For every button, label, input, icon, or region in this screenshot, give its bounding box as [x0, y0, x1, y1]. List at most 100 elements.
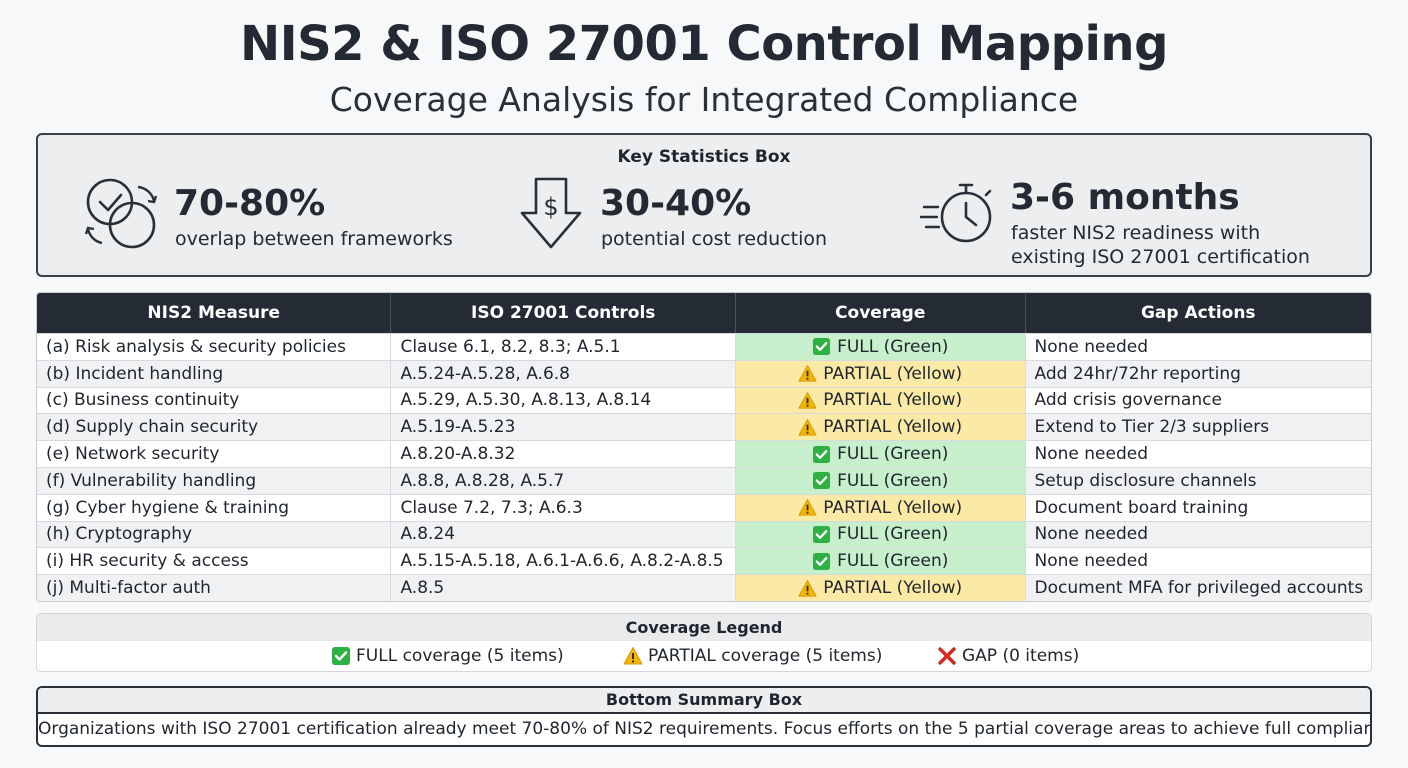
check-icon: [813, 552, 831, 570]
cell-iso-controls: A.5.15-A.5.18, A.6.1-A.6.6, A.8.2-A.8.5: [391, 548, 736, 575]
column-header-coverage: Coverage: [736, 293, 1026, 333]
fast-stopwatch-icon: [920, 183, 992, 243]
coverage-label: FULL (Green): [837, 444, 949, 465]
overlap-circles-icon: [84, 178, 158, 249]
check-icon: [813, 525, 831, 544]
stat-cost-desc: potential cost reduction: [601, 228, 828, 250]
stat-overlap-value: 70-80%: [174, 183, 326, 224]
legend-full: FULL coverage (5 items): [331, 646, 564, 666]
key-statistics-box: Key Statistics Box 70-80% overlap betwee…: [36, 133, 1372, 277]
coverage-label: PARTIAL (Yellow): [823, 363, 963, 384]
cell-gap-action: Add crisis governance: [1025, 387, 1371, 414]
cell-nis2-measure: (a) Risk analysis & security policies: [37, 334, 392, 360]
cell-iso-controls: A.8.24: [391, 521, 736, 548]
cell-gap-action: Add 24hr/72hr reporting: [1025, 360, 1371, 387]
coverage-label: PARTIAL (Yellow): [823, 497, 963, 518]
table-row: (e) Network security A.8.20-A.8.32 FULL (G…: [37, 440, 1371, 467]
table-row: (h) Cryptography A.8.24 FULL (Green) None n…: [37, 520, 1371, 548]
table-row: (b) Incident handling A.5.24-A.5.28, A.6.…: [37, 359, 1371, 387]
coverage-label: PARTIAL (Yellow): [823, 417, 963, 438]
stat-readiness: 3-6 months faster NIS2 readiness with ex…: [920, 175, 1360, 271]
table-header-row: NIS2 Measure ISO 27001 Controls Coverage…: [37, 293, 1371, 333]
warning-icon: [798, 365, 817, 382]
legend-partial: PARTIAL coverage (5 items): [623, 646, 882, 666]
cell-gap-action: None needed: [1025, 334, 1371, 360]
cell-gap-action: None needed: [1025, 521, 1371, 548]
cell-gap-action: Setup disclosure channels: [1025, 467, 1371, 494]
cell-iso-controls: A.8.8, A.8.28, A.5.7: [391, 467, 736, 494]
coverage-legend: Coverage Legend FULL coverage (5 items) …: [36, 613, 1372, 672]
cell-nis2-measure: (c) Business continuity: [37, 387, 392, 414]
legend-gap: GAP (0 items): [937, 646, 1079, 666]
table-row: (i) HR security & access A.5.15-A.5.18, A…: [37, 547, 1371, 575]
cell-nis2-measure: (i) HR security & access: [37, 548, 392, 575]
warning-icon: [798, 418, 817, 436]
cell-nis2-measure: (f) Vulnerability handling: [37, 467, 392, 494]
control-mapping-table: NIS2 Measure ISO 27001 Controls Coverage…: [36, 292, 1372, 602]
cell-iso-controls: A.8.5: [391, 575, 736, 601]
check-icon: [332, 647, 350, 665]
cell-nis2-measure: (e) Network security: [37, 441, 392, 467]
dollar-down-arrow-icon: $: [520, 177, 582, 249]
column-header-nis2-measure: NIS2 Measure: [37, 293, 392, 333]
cell-iso-controls: Clause 6.1, 8.2, 8.3; A.5.1: [391, 334, 736, 360]
stat-readiness-value: 3-6 months: [1010, 177, 1240, 218]
coverage-label: PARTIAL (Yellow): [823, 390, 963, 411]
cell-coverage: PARTIAL (Yellow): [735, 414, 1026, 441]
cell-gap-action: Document MFA for privileged accounts: [1025, 575, 1371, 601]
cell-coverage: PARTIAL (Yellow): [735, 494, 1026, 521]
bottom-summary-box: Bottom Summary Box Organizations with IS…: [36, 686, 1372, 747]
warning-icon: [798, 499, 817, 516]
column-header-gap-actions: Gap Actions: [1140, 303, 1256, 323]
check-icon: [813, 472, 831, 490]
cross-icon: [938, 647, 956, 665]
cell-iso-controls: A.5.29, A.5.30, A.8.13, A.8.14: [391, 387, 736, 414]
cell-iso-controls: A.8.20-A.8.32: [391, 441, 736, 467]
legend-partial-label: PARTIAL coverage (5 items): [648, 646, 883, 666]
coverage-legend-heading: Coverage Legend: [37, 614, 1371, 641]
table-body: (a) Risk analysis & security policies Cla…: [37, 333, 1371, 601]
legend-full-label: FULL coverage (5 items): [356, 646, 564, 666]
cell-coverage: FULL (Green): [735, 548, 1026, 575]
stat-overlap-desc: overlap between frameworks: [175, 228, 453, 250]
page-subtitle: Coverage Analysis for Integrated Complia…: [329, 80, 1079, 119]
table-row: (j) Multi-factor auth A.8.5 PARTIAL (Yello…: [37, 574, 1371, 601]
table-row: (a) Risk analysis & security policies Cla…: [37, 333, 1371, 360]
stat-cost-value: 30-40%: [600, 183, 752, 224]
cell-iso-controls: A.5.24-A.5.28, A.6.8: [391, 360, 736, 387]
cell-coverage: FULL (Green): [735, 334, 1026, 360]
cell-coverage: FULL (Green): [735, 467, 1026, 494]
key-statistics-heading: Key Statistics Box: [617, 147, 791, 167]
cell-gap-action: Document board training: [1025, 494, 1371, 521]
cell-coverage: FULL (Green): [735, 441, 1026, 467]
coverage-label: FULL (Green): [837, 470, 949, 491]
cell-gap-action: None needed: [1025, 441, 1371, 467]
column-header-iso-controls: ISO 27001 Controls: [391, 293, 736, 333]
cell-iso-controls: A.5.19-A.5.23: [391, 414, 736, 441]
warning-icon: [798, 579, 817, 597]
cell-coverage: PARTIAL (Yellow): [735, 360, 1026, 387]
page-title: NIS2 & ISO 27001 Control Mapping: [240, 16, 1168, 72]
cell-coverage: PARTIAL (Yellow): [735, 575, 1026, 601]
table-row: (g) Cyber hygiene & training Clause 7.2, …: [37, 493, 1371, 521]
stat-readiness-desc-line2: existing ISO 27001 certification: [1011, 246, 1310, 268]
stat-readiness-desc-line1: faster NIS2 readiness with: [1011, 222, 1261, 244]
cell-nis2-measure: (g) Cyber hygiene & training: [37, 494, 392, 521]
legend-gap-label: GAP (0 items): [962, 646, 1080, 666]
cell-nis2-measure: (h) Cryptography: [37, 521, 392, 548]
cell-nis2-measure: (j) Multi-factor auth: [37, 575, 392, 601]
cell-coverage: FULL (Green): [735, 521, 1026, 548]
cell-gap-action: Extend to Tier 2/3 suppliers: [1025, 414, 1371, 441]
cell-nis2-measure: (d) Supply chain security: [37, 414, 392, 441]
coverage-label: PARTIAL (Yellow): [823, 578, 963, 599]
check-icon: [813, 338, 831, 356]
bottom-summary-heading: Bottom Summary Box: [38, 688, 1370, 714]
coverage-label: FULL (Green): [837, 524, 949, 545]
warning-icon: [798, 391, 817, 409]
table-row: (f) Vulnerability handling A.8.8, A.8.28,…: [37, 466, 1371, 494]
bottom-summary-text: Organizations with ISO 27001 certificati…: [38, 719, 1372, 739]
coverage-label: FULL (Green): [837, 336, 949, 357]
stat-overlap: 70-80% overlap between frameworks: [80, 175, 480, 271]
warning-icon: [623, 647, 643, 665]
table-row: (c) Business continuity A.5.29, A.5.30, A…: [37, 386, 1371, 414]
